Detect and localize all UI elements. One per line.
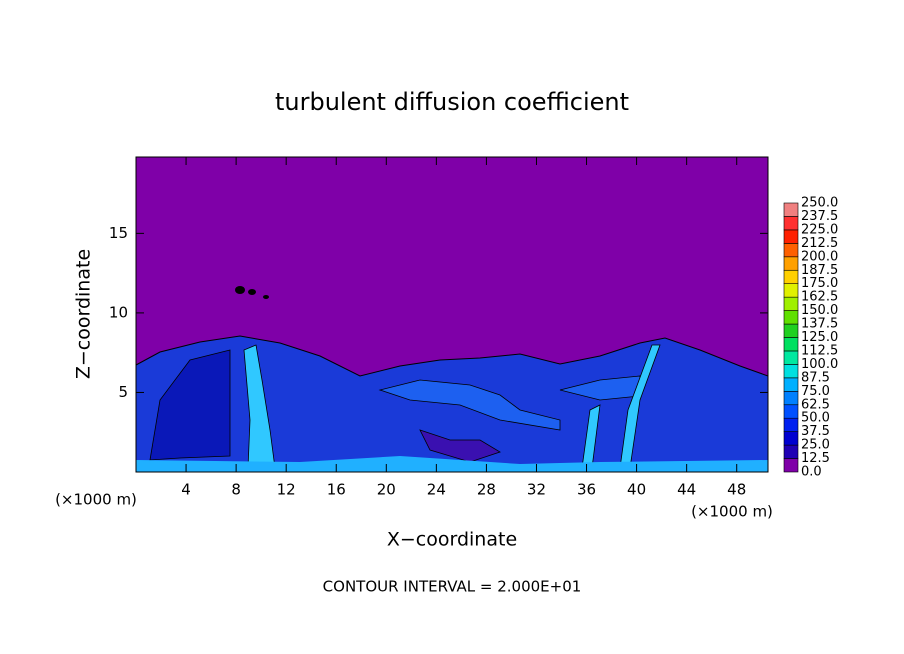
colorbar-label: 37.5	[801, 424, 830, 439]
colorbar-label: 150.0	[801, 303, 838, 318]
colorbar-band	[783, 390, 799, 406]
colorbar-label: 237.5	[801, 209, 838, 224]
x-tick-label: 32	[527, 481, 546, 499]
colorbar-label: 162.5	[801, 290, 838, 305]
colorbar-label: 100.0	[801, 357, 838, 372]
x-tick-label: 40	[627, 481, 646, 499]
colorbar-band	[783, 256, 799, 271]
footer-note: CONTOUR INTERVAL = 2.000E+01	[323, 578, 582, 596]
colorbar-band	[783, 417, 799, 432]
colorbar-band	[783, 202, 799, 217]
colorbar-label: 62.5	[801, 397, 830, 412]
colorbar-band	[783, 310, 799, 325]
layer-dark	[419, 429, 501, 463]
colorbar-label: 225.0	[801, 222, 838, 237]
colorbar-label: 200.0	[801, 249, 838, 264]
x-axis-label: X−coordinate	[387, 529, 517, 551]
chart-title: turbulent diffusion coefficient	[275, 88, 629, 116]
colorbar-label: 12.5	[801, 451, 830, 466]
bottom-band	[136, 456, 768, 472]
colorbar-band	[783, 323, 799, 338]
x-tick-label: 36	[577, 481, 596, 499]
blob	[263, 295, 269, 299]
layer-dark	[149, 349, 231, 461]
colorbar-label: 0.0	[801, 465, 822, 480]
streak	[243, 344, 276, 469]
colorbar-label: 87.5	[801, 370, 830, 385]
colorbar-band	[783, 350, 799, 365]
colorbar-band	[783, 377, 799, 392]
y-tick-label: 15	[109, 224, 128, 242]
colorbar-band	[783, 404, 799, 419]
y-axis-label: Z−coordinate	[73, 249, 95, 379]
blob	[235, 286, 245, 294]
colorbar-band	[783, 216, 799, 231]
layer-mid	[378, 379, 561, 431]
colorbar-band	[783, 458, 799, 473]
colorbar-band	[783, 364, 799, 379]
x-tick-label: 8	[231, 481, 241, 499]
x-tick-label: 12	[277, 481, 296, 499]
colorbar-band	[783, 444, 799, 459]
colorbar-band	[783, 431, 799, 446]
colorbar-label: 112.5	[801, 343, 838, 358]
colorbar-label: 250.0	[801, 196, 838, 211]
colorbar-band	[783, 269, 799, 284]
colorbar-label: 175.0	[801, 276, 838, 291]
y-tick-label: 5	[118, 383, 128, 401]
y-tick-label: 10	[109, 303, 128, 321]
y-unit-label: (×1000 m)	[55, 491, 137, 509]
x-tick-label: 4	[181, 481, 191, 499]
colorbar-label: 25.0	[801, 438, 830, 453]
x-tick-label: 24	[427, 481, 446, 499]
colorbar-band	[783, 243, 799, 258]
colorbar-band	[783, 229, 799, 244]
x-unit-label: (×1000 m)	[691, 503, 773, 521]
blob	[248, 289, 256, 295]
colorbar-label: 137.5	[801, 317, 838, 332]
x-tick-label: 16	[327, 481, 346, 499]
x-tick-label: 44	[677, 481, 696, 499]
x-tick-label: 48	[727, 481, 746, 499]
x-tick-label: 20	[377, 481, 396, 499]
plot-frame	[135, 156, 769, 473]
colorbar-band	[783, 283, 799, 298]
colorbar-label: 50.0	[801, 411, 830, 426]
contour-field	[135, 157, 769, 473]
colorbar-label: 187.5	[801, 263, 838, 278]
colorbar-band	[783, 337, 799, 352]
colorbar-label: 212.5	[801, 236, 838, 251]
colorbar-band	[783, 296, 799, 311]
x-tick-label: 28	[477, 481, 496, 499]
colorbar-label: 125.0	[801, 330, 838, 345]
colorbar-label: 75.0	[801, 384, 830, 399]
